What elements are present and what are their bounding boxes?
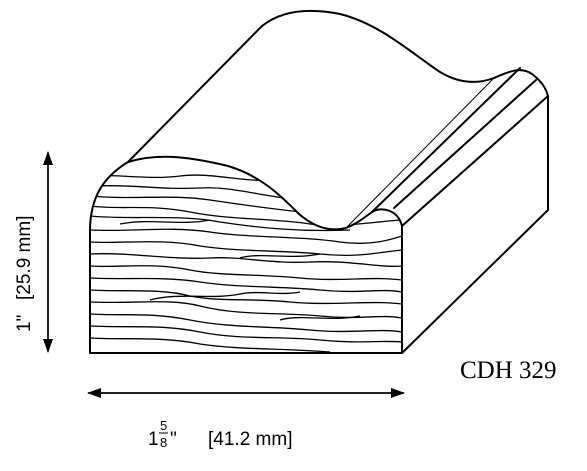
- bottom-back-edge: [401, 209, 549, 354]
- wood-grain: [90, 174, 402, 353]
- profile-code: CDH 329: [460, 357, 557, 384]
- width-imperial-unit: ": [170, 429, 177, 450]
- width-metric-label: [41.2 mm]: [208, 429, 292, 450]
- top-back-left-edge: [127, 25, 263, 163]
- height-dimension: 1" [25.9 mm]: [14, 151, 53, 353]
- width-imperial-numerator: 5: [160, 418, 167, 433]
- width-imperial-whole: 1: [148, 429, 159, 450]
- width-dimension: 1 5 8 " [41.2 mm]: [87, 388, 405, 450]
- bead-inner-line: [393, 79, 537, 209]
- height-imperial-label: 1": [14, 315, 35, 332]
- width-imperial-denominator: 8: [160, 435, 167, 450]
- top-back-profile: [261, 9, 549, 97]
- bead-ridge-line: [371, 67, 521, 213]
- cove-valley-line: [345, 77, 495, 229]
- height-metric-label: [25.9 mm]: [14, 216, 35, 300]
- bead-top-right-line: [401, 95, 549, 227]
